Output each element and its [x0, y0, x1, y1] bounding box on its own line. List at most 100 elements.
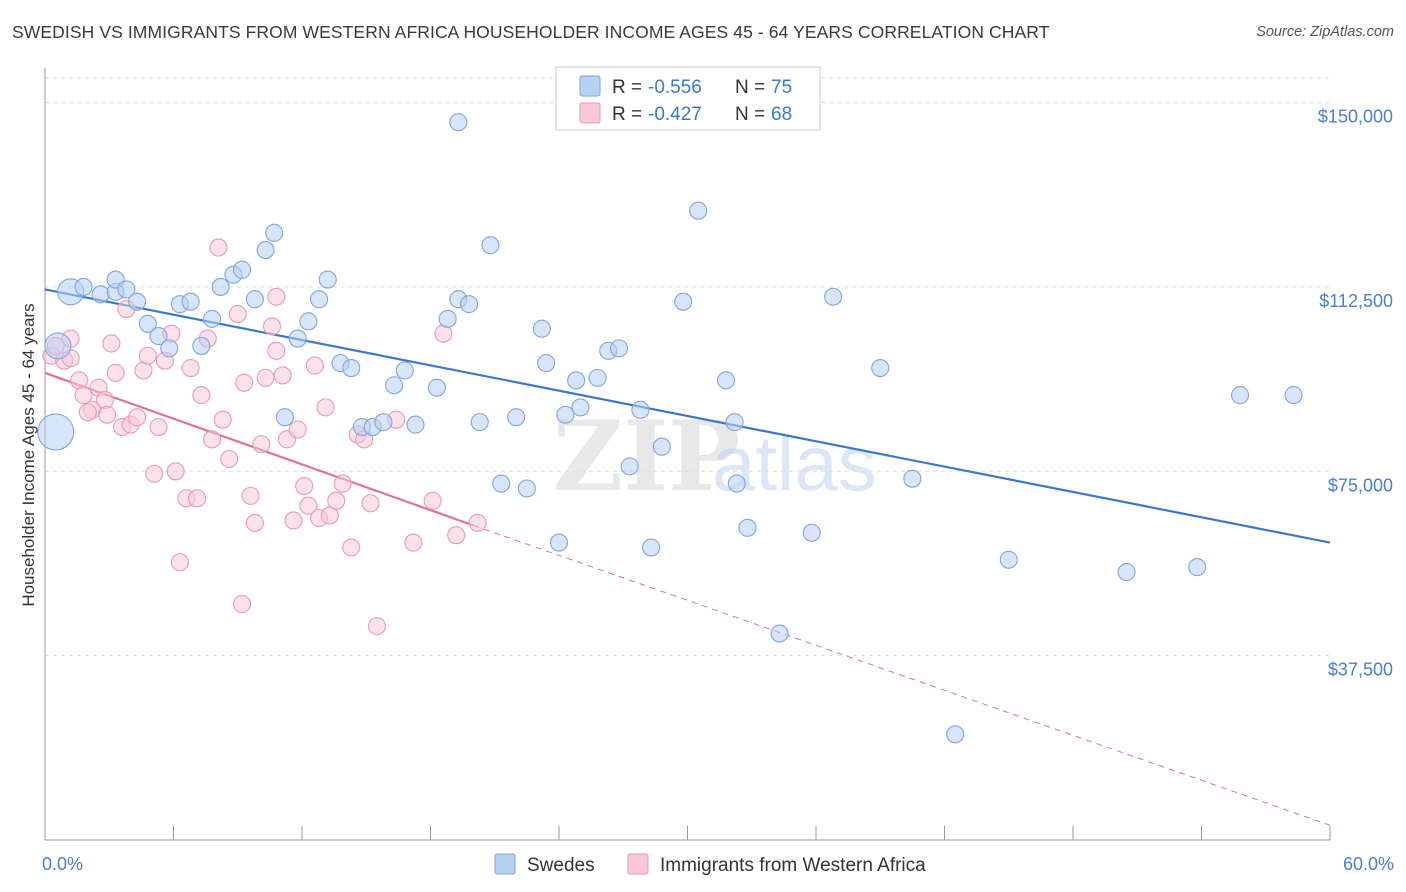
y-tick-labels: $37,500 $75,000 $112,500 $150,000 — [1318, 107, 1393, 680]
swedes-point — [1284, 386, 1303, 405]
watermark-zip: ZIP — [553, 400, 740, 513]
swedes-point — [385, 376, 404, 395]
immigrants-point — [284, 511, 303, 530]
swedes-point — [427, 378, 446, 397]
immigrants-point — [256, 368, 275, 387]
immigrants-point — [342, 538, 361, 557]
swedes-point — [192, 336, 211, 355]
swedes-point — [275, 408, 294, 427]
immigrants-point — [267, 287, 286, 306]
swedes-point — [37, 413, 75, 451]
swedes-point — [149, 327, 168, 346]
swedes-point — [342, 359, 361, 378]
immigrants-point — [192, 386, 211, 405]
swedes-point — [232, 260, 252, 279]
immigrants-point — [209, 238, 228, 257]
swedes-point — [1231, 386, 1250, 405]
swedes-point — [117, 280, 136, 299]
swedes-point — [620, 457, 639, 476]
swedes-point — [802, 523, 821, 542]
swedes-point — [128, 292, 147, 311]
swedes-point — [532, 319, 551, 338]
swedes-point — [1117, 563, 1136, 582]
y-tick-label: $112,500 — [1319, 291, 1393, 311]
swedes-point — [449, 113, 468, 132]
swedes-point — [470, 413, 489, 432]
immigrants-point — [423, 491, 442, 510]
swedes-point — [674, 292, 693, 311]
swedes-point — [481, 236, 500, 255]
immigrants-point — [232, 594, 252, 614]
swedes-point — [299, 312, 318, 331]
x-ticks — [44, 826, 1331, 840]
swedes-point — [74, 277, 93, 296]
immigrants-point — [447, 526, 466, 545]
immigrants-point — [166, 462, 185, 481]
swedes-point — [256, 241, 275, 260]
swedes-point — [517, 479, 536, 498]
y-tick-label: $37,500 — [1328, 660, 1393, 680]
swedes-point — [492, 474, 511, 493]
swedes-point — [609, 339, 629, 358]
swedes-point — [265, 223, 284, 242]
immigrants-swatch — [579, 102, 601, 124]
swedes-point — [689, 201, 708, 220]
swedes-point — [549, 533, 569, 552]
swedes-point — [310, 290, 329, 309]
immigrants-point — [361, 494, 380, 513]
swedes-point — [738, 518, 757, 537]
swedes-point — [571, 398, 590, 417]
immigrants-point — [106, 363, 125, 383]
immigrants-n-label: N = — [735, 104, 765, 125]
legend-swedes-swatch — [494, 853, 516, 875]
zipatlas-watermark: ZIP atlas — [553, 400, 877, 513]
immigrants-point — [149, 417, 168, 437]
immigrants-points — [42, 238, 487, 636]
immigrants-point — [404, 533, 423, 552]
swedes-point — [652, 437, 671, 456]
immigrants-point — [262, 317, 282, 336]
swedes-point — [181, 292, 200, 311]
swedes-point — [824, 287, 843, 306]
immigrants-point — [213, 410, 232, 429]
immigrants-point — [327, 491, 346, 510]
swedes-point — [716, 371, 736, 390]
swedes-point — [507, 408, 526, 427]
immigrants-point — [220, 449, 239, 469]
swedes-r-value: -0.556 — [648, 77, 702, 98]
swedes-point — [727, 474, 746, 493]
swedes-point — [138, 314, 157, 333]
x-tick-label-max: 60.0% — [1343, 854, 1394, 874]
swedes-point — [903, 469, 922, 488]
immigrants-n-value: 68 — [771, 104, 792, 125]
swedes-point — [245, 290, 264, 309]
immigrants-point — [241, 486, 260, 505]
immigrants-r-value: -0.427 — [648, 104, 702, 125]
immigrants-point — [98, 405, 117, 424]
immigrants-point — [170, 553, 189, 572]
immigrants-point — [102, 334, 121, 353]
swedes-points — [37, 113, 1303, 744]
swedes-point — [406, 415, 425, 434]
swedes-r-label: R = — [612, 77, 642, 98]
swedes-point — [288, 329, 307, 348]
legend-immigrants-label: Immigrants from Western Africa — [660, 855, 926, 876]
grid-lines — [45, 77, 1330, 657]
y-axis-label: Householder Income Ages 45 - 64 years — [19, 303, 38, 606]
immigrants-point — [188, 489, 207, 508]
immigrants-point — [288, 420, 307, 439]
immigrants-point — [252, 435, 271, 454]
trend-lines — [44, 288, 1331, 826]
immigrants-point — [74, 386, 93, 405]
swedes-point — [318, 270, 337, 289]
legend-immigrants-swatch — [627, 853, 649, 875]
immigrants-point — [245, 513, 264, 532]
swedes-point — [160, 339, 179, 358]
immigrants-point — [295, 476, 314, 496]
swedes-point — [556, 405, 575, 424]
series-legend: Swedes Immigrants from Western Africa — [494, 853, 926, 876]
swedes-point — [631, 400, 650, 419]
legend-swedes-label: Swedes — [527, 855, 595, 876]
immigrants-point — [367, 617, 387, 636]
